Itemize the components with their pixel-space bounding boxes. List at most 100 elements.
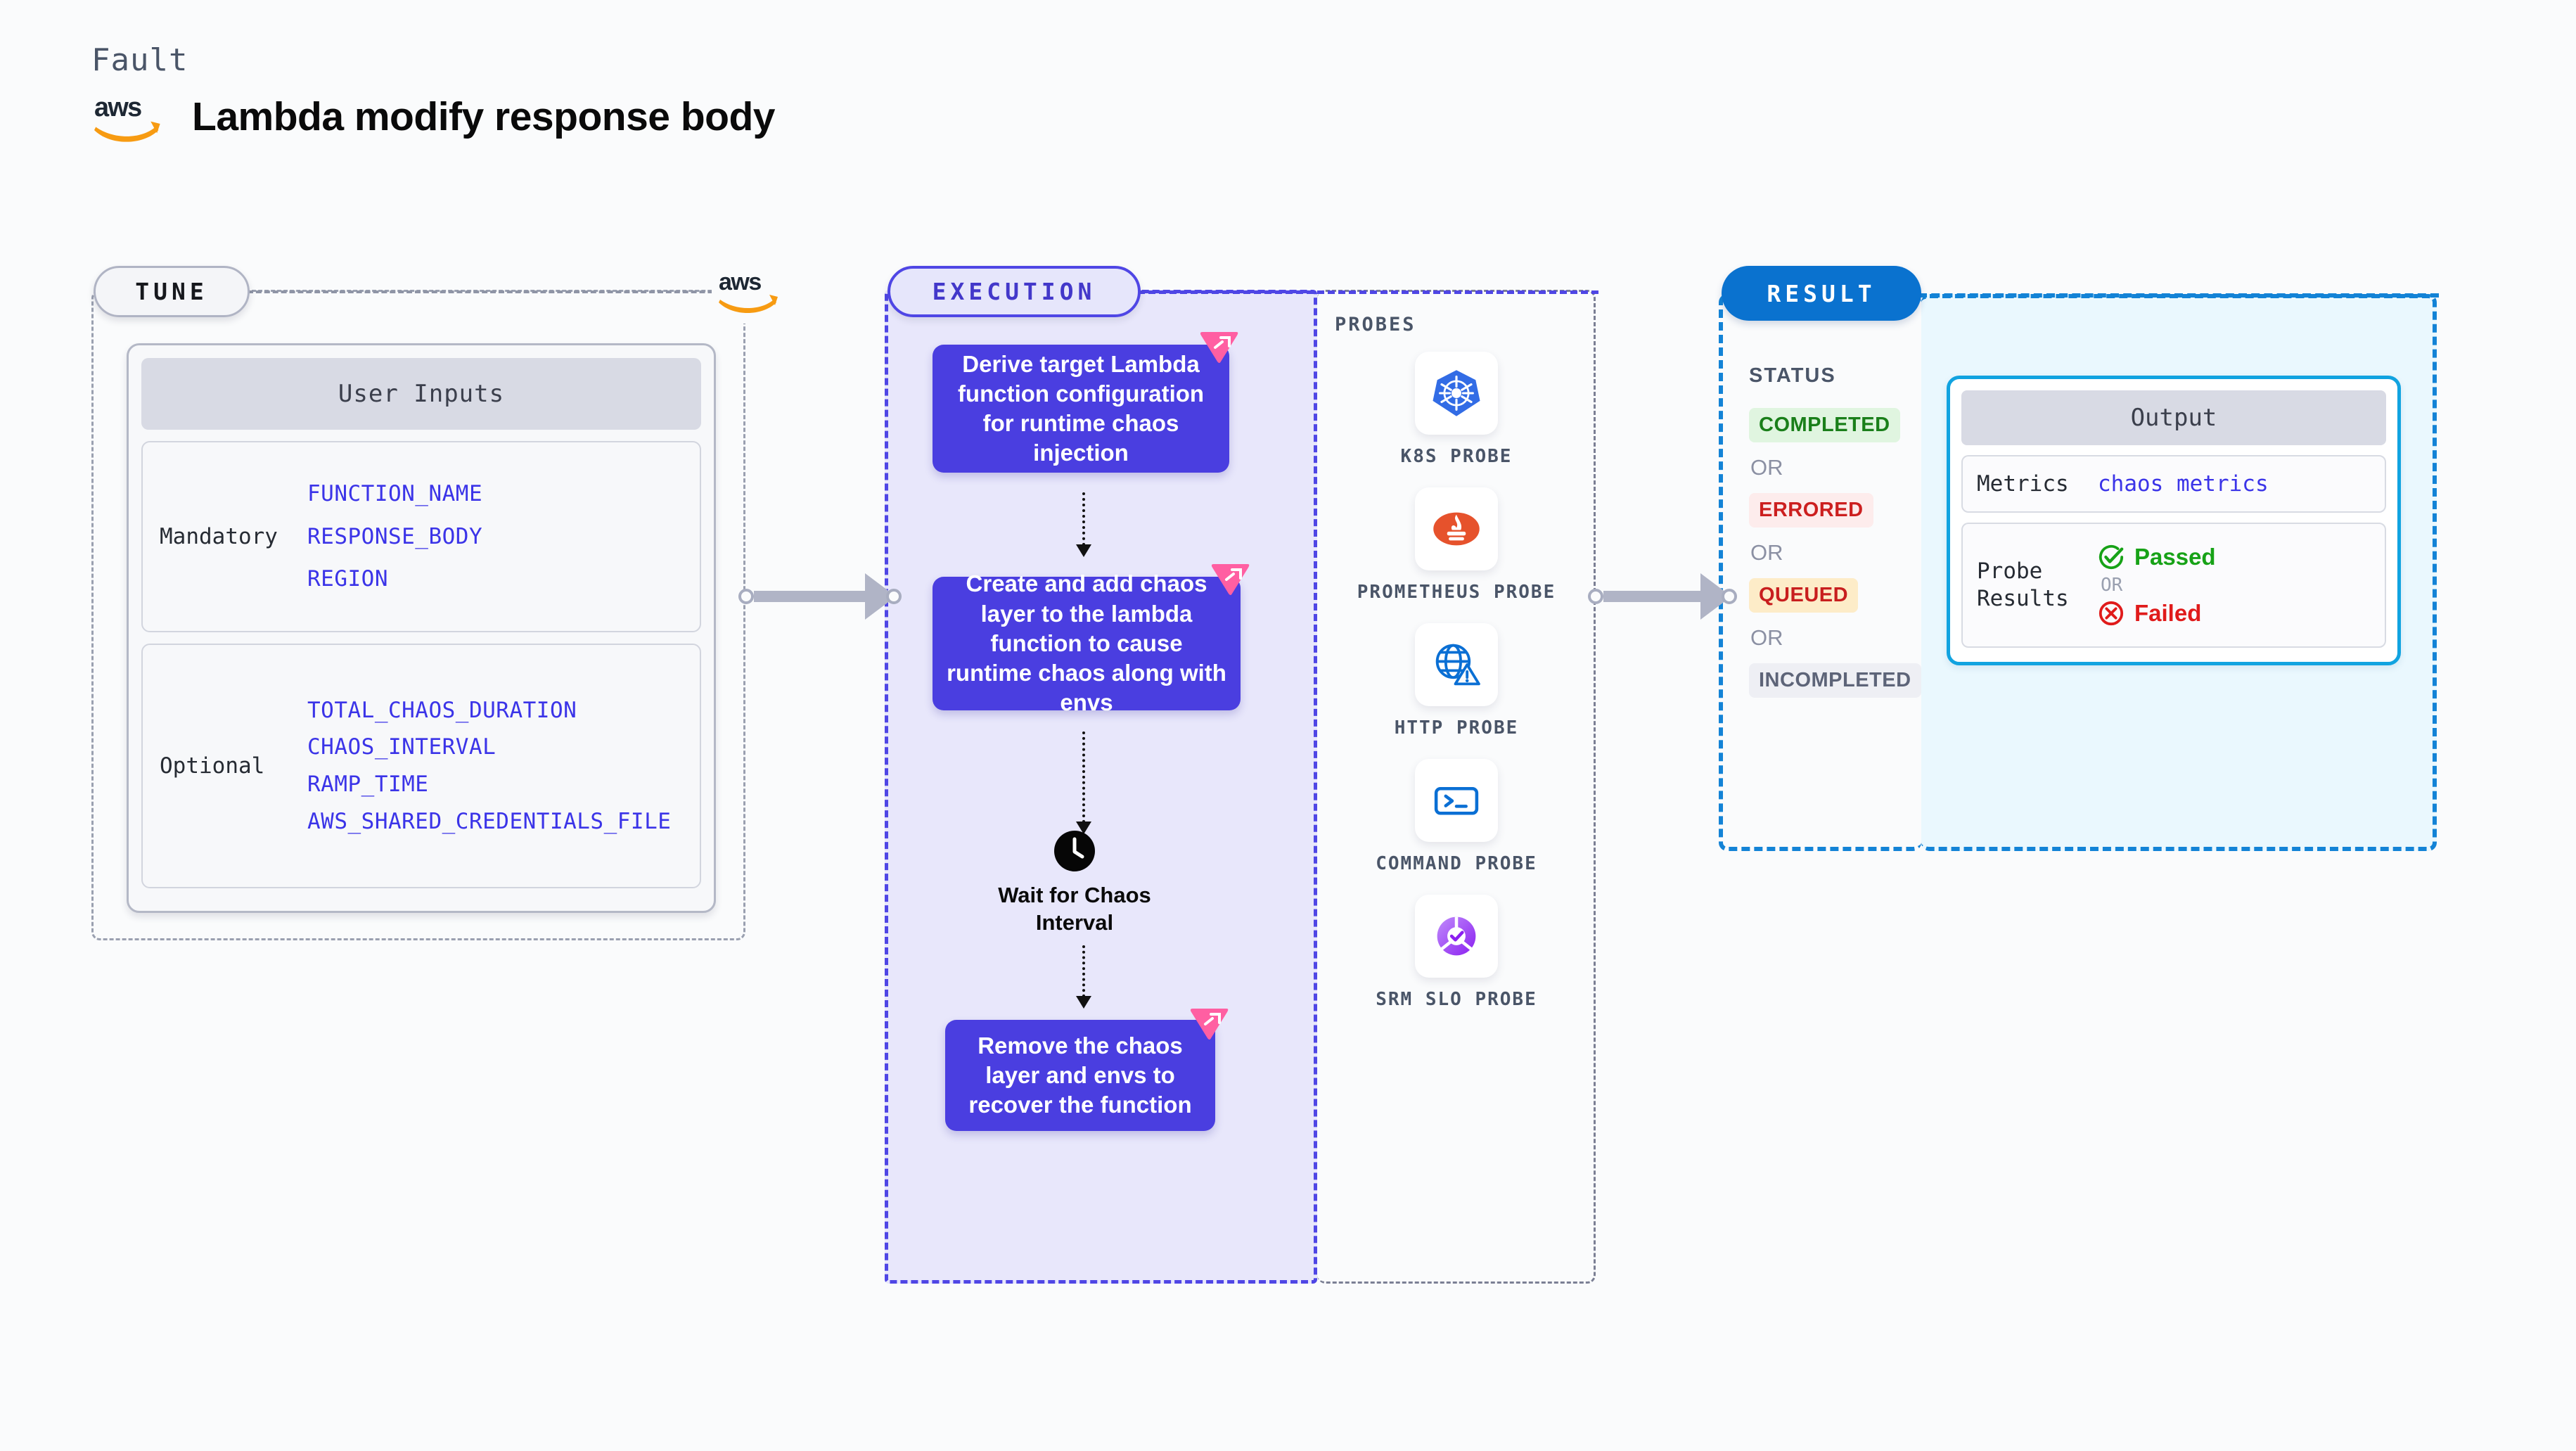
mandatory-param-group: Mandatory FUNCTION_NAME RESPONSE_BODY RE… (141, 441, 701, 632)
optional-param-group: Optional TOTAL_CHAOS_DURATION CHAOS_INTE… (141, 644, 701, 888)
phase-pill-execution-label: EXECUTION (932, 278, 1096, 305)
probes-list: K8S PROBE PROMETHEUS PROBE (1317, 352, 1596, 1012)
param-ramp-time: RAMP_TIME (307, 772, 429, 797)
svg-text:aws: aws (94, 93, 141, 122)
arrow-head (1076, 996, 1091, 1009)
output-key-probe-results: Probe Results (1977, 558, 2069, 611)
connector-bar (754, 591, 866, 602)
probe-result-or: OR (2101, 575, 2123, 596)
probe-result-passed: Passed (2098, 544, 2216, 570)
connector-start-dot (1588, 589, 1603, 604)
chaos-flag-badge-icon (1190, 1006, 1229, 1041)
probe-label-http: HTTP PROBE (1394, 717, 1519, 739)
probe-result-stack: Passed OR Failed (2098, 544, 2216, 627)
probe-item-k8s[interactable]: K8S PROBE (1351, 352, 1562, 469)
check-circle-icon (2098, 544, 2124, 570)
output-row-metrics: Metrics chaos metrics (1961, 455, 2386, 513)
param-region: REGION (307, 566, 388, 592)
connector-bar (1603, 591, 1702, 602)
probe-label-srm-slo: SRM SLO PROBE (1376, 989, 1537, 1011)
arrow-shaft (1082, 731, 1085, 823)
phase-pill-result-label: RESULT (1767, 279, 1876, 307)
status-badge-errored: ERRORED (1749, 493, 1873, 528)
param-chaos-interval: CHAOS_INTERVAL (307, 734, 496, 760)
execution-phase-line (1138, 290, 1598, 294)
title-row: aws Lambda modify response body (91, 89, 775, 144)
output-card: Output Metrics chaos metrics Probe Resul… (1947, 376, 2401, 665)
phase-pill-tune-label: TUNE (135, 278, 208, 305)
probe-item-http[interactable]: HTTP PROBE (1351, 623, 1562, 741)
clock-icon (1053, 830, 1096, 872)
connector-start-dot (738, 589, 754, 604)
arrow-shaft (1082, 945, 1085, 997)
kubernetes-icon (1415, 352, 1498, 435)
arrow-shaft (1082, 492, 1085, 546)
http-globe-alert-icon (1415, 623, 1498, 707)
param-total-chaos-duration: TOTAL_CHAOS_DURATION (307, 697, 577, 723)
phase-pill-tune[interactable]: TUNE (94, 266, 250, 317)
chaos-flag-badge-icon (1200, 329, 1239, 364)
chaos-flag-badge-icon (1211, 561, 1250, 596)
status-badge-incompleted: INCOMPLETED (1749, 663, 1921, 698)
mandatory-param-list: FUNCTION_NAME RESPONSE_BODY REGION (307, 481, 482, 592)
output-row-probe-results: Probe Results Passed OR Failed (1961, 523, 2386, 648)
probe-result-passed-label: Passed (2134, 544, 2216, 570)
probe-label-command: COMMAND PROBE (1376, 853, 1537, 875)
svg-text:aws: aws (719, 269, 761, 295)
connector-tune-to-execution (738, 573, 902, 620)
result-region (1719, 294, 1921, 851)
status-or-3: OR (1750, 625, 1783, 650)
tune-phase-line (248, 290, 747, 293)
user-inputs-header: User Inputs (141, 358, 701, 430)
page-header: Fault aws Lambda modify response body (91, 42, 775, 144)
execution-step-3: Remove the chaos layer and envs to recov… (945, 1020, 1215, 1131)
param-aws-shared-credentials-file: AWS_SHARED_CREDENTIALS_FILE (307, 808, 672, 834)
probe-result-failed-label: Failed (2134, 600, 2202, 626)
connector-execution-to-result (1588, 573, 1737, 620)
status-badge-completed: COMPLETED (1749, 408, 1900, 442)
probe-item-srm-slo[interactable]: SRM SLO PROBE (1351, 895, 1562, 1012)
probe-label-prometheus: PROMETHEUS PROBE (1357, 582, 1556, 603)
optional-param-list: TOTAL_CHAOS_DURATION CHAOS_INTERVAL RAMP… (307, 697, 672, 834)
status-or-2: OR (1750, 540, 1783, 565)
execution-step-2: Create and add chaos layer to the lambda… (933, 570, 1241, 715)
status-badge-queued: QUEUED (1749, 578, 1859, 613)
aws-logo-icon: aws (91, 89, 172, 144)
param-response-body: RESPONSE_BODY (307, 523, 483, 549)
srm-slo-donut-check-icon (1415, 895, 1498, 978)
probe-item-command[interactable]: COMMAND PROBE (1351, 759, 1562, 876)
connector-end-dot (886, 589, 902, 604)
optional-label: Optional (160, 753, 265, 779)
execution-step-1: Derive target Lambda function configurat… (933, 345, 1229, 473)
output-header: Output (1961, 390, 2386, 445)
param-function-name: FUNCTION_NAME (307, 481, 483, 507)
output-key-metrics: Metrics (1977, 471, 2069, 497)
x-circle-icon (2098, 601, 2124, 626)
wait-label: Wait for Chaos Interval (998, 883, 1151, 935)
fault-label: Fault (91, 42, 188, 78)
prometheus-icon (1415, 487, 1498, 571)
phase-pill-result[interactable]: RESULT (1722, 266, 1921, 321)
arrow-head (1076, 544, 1091, 557)
probe-label-k8s: K8S PROBE (1400, 446, 1513, 467)
status-or-1: OR (1750, 455, 1783, 480)
result-phase-line (1918, 293, 2439, 298)
phase-pill-execution[interactable]: EXECUTION (887, 266, 1141, 317)
probe-item-prometheus[interactable]: PROMETHEUS PROBE (1351, 487, 1562, 605)
page-title: Lambda modify response body (192, 94, 775, 139)
probe-result-failed: Failed (2098, 600, 2216, 627)
probes-title: PROBES (1335, 314, 1416, 335)
terminal-prompt-icon (1415, 759, 1498, 843)
status-title: STATUS (1749, 364, 1836, 387)
status-list: COMPLETED OR ERRORED OR QUEUED OR INCOMP… (1749, 408, 1925, 698)
arrow-head (1076, 822, 1091, 834)
wait-for-chaos-interval-node: Wait for Chaos Interval (983, 830, 1166, 937)
connector-end-dot (1722, 589, 1737, 604)
output-value-chaos-metrics: chaos metrics (2098, 471, 2269, 497)
execution-arrow-1 (1075, 492, 1093, 557)
execution-arrow-2 (1075, 731, 1093, 834)
execution-arrow-3 (1075, 945, 1093, 1009)
user-inputs-card: User Inputs Mandatory FUNCTION_NAME RESP… (127, 343, 716, 913)
aws-watermark-icon: aws (712, 260, 793, 324)
